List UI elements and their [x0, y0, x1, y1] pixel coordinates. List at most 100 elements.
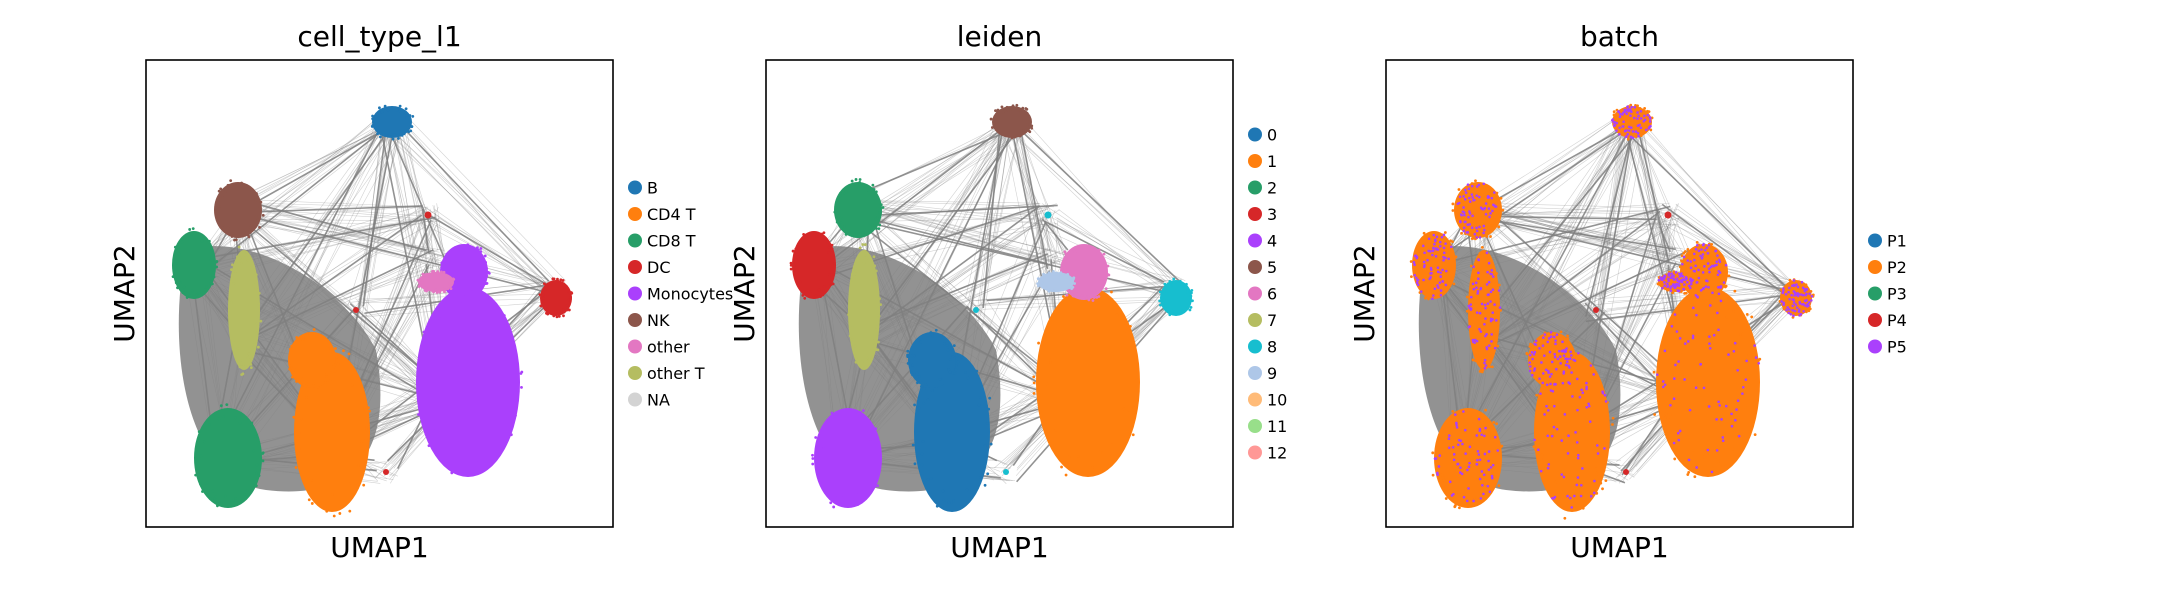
cell-point	[1467, 304, 1471, 308]
cell-point	[207, 241, 211, 244]
cell-point	[1637, 134, 1640, 138]
cell-point	[1690, 280, 1693, 283]
cell-point	[1780, 300, 1783, 303]
cell-point	[990, 126, 994, 129]
cell-point	[983, 483, 987, 487]
cell-point	[211, 489, 215, 493]
legend-label: 2	[1267, 179, 1277, 198]
cell-point	[1483, 228, 1486, 232]
cell-point	[1170, 309, 1174, 313]
cell-point	[1695, 243, 1699, 247]
cell-point	[568, 291, 572, 295]
cell-point	[1491, 348, 1495, 351]
cell-point	[443, 442, 447, 446]
cell-point	[1478, 225, 1481, 229]
cell-point	[1464, 452, 1467, 455]
connectivity-line	[1597, 124, 1625, 310]
cell-point	[1471, 282, 1475, 286]
cell-point	[1491, 288, 1495, 292]
cell-point	[1563, 384, 1567, 387]
cell-point	[1793, 309, 1797, 313]
cell-point	[1707, 267, 1711, 271]
cell-point	[1456, 202, 1460, 206]
cell-point	[453, 306, 456, 310]
cell-point	[194, 473, 198, 477]
cell-point	[1716, 457, 1720, 461]
cell-point	[478, 457, 482, 461]
cell-point	[1471, 196, 1474, 199]
cell-point	[1165, 307, 1169, 310]
cell-point	[1008, 106, 1012, 110]
cell-point	[926, 398, 930, 402]
cell-point	[1490, 476, 1494, 480]
cell-point	[1484, 408, 1487, 412]
cell-point	[1679, 290, 1683, 293]
cell-point	[1442, 246, 1446, 250]
connectivity-line	[1671, 210, 1806, 298]
cell-point	[1072, 248, 1076, 252]
cell-point	[178, 280, 181, 284]
connectivity-line	[1049, 216, 1061, 256]
legend-marker	[1868, 233, 1882, 248]
cell-point	[459, 301, 463, 305]
cell-point	[434, 288, 438, 292]
cell-point	[1686, 248, 1690, 251]
connectivity-line	[814, 133, 1023, 266]
cell-point	[1467, 465, 1471, 469]
cell-point	[1490, 469, 1494, 473]
cell-point	[488, 299, 491, 303]
cell-point	[245, 488, 249, 492]
connectivity-line	[1479, 202, 1670, 217]
cell-point	[1448, 253, 1452, 257]
cell-point	[1495, 311, 1499, 314]
cell-point	[843, 191, 846, 195]
cell-point	[1780, 295, 1784, 299]
connectivity-line	[1479, 109, 1629, 205]
connectivity-line	[384, 133, 562, 297]
cell-point	[1550, 434, 1554, 438]
cell-point	[492, 449, 496, 453]
cell-point	[479, 250, 483, 254]
cell-point	[1566, 334, 1569, 338]
connectivity-line	[1601, 113, 1634, 321]
cell-point	[850, 414, 854, 417]
cell-point	[966, 376, 970, 380]
cell-point	[1566, 452, 1570, 455]
cell-point	[1488, 190, 1492, 194]
connectivity-line	[403, 133, 559, 300]
connectivity-line	[247, 199, 429, 208]
legend-label: 12	[1267, 444, 1287, 463]
cell-point	[1490, 474, 1494, 478]
connectivity-line	[850, 201, 1051, 262]
cell-point	[326, 340, 330, 344]
cell-point	[1626, 137, 1630, 141]
cell-point	[1655, 373, 1659, 376]
cell-point	[1491, 265, 1495, 269]
cell-point	[205, 285, 208, 289]
cell-point	[1549, 335, 1553, 338]
cell-point	[850, 272, 854, 276]
cell-point	[856, 503, 860, 506]
cell-point	[1473, 232, 1477, 236]
cell-point	[1485, 251, 1489, 255]
cell-point	[1481, 364, 1485, 368]
cell-point	[1674, 363, 1677, 367]
cell-point	[1675, 277, 1679, 280]
cell-point	[877, 340, 880, 344]
cell-point	[1645, 116, 1649, 120]
cell-point	[1540, 361, 1543, 364]
cell-point	[1045, 382, 1049, 386]
cell-point	[1791, 298, 1795, 301]
cell-point	[1546, 434, 1550, 438]
cell-point	[1105, 293, 1109, 297]
cell-point	[1737, 434, 1741, 438]
cell-point	[1712, 333, 1716, 337]
cell-point	[1037, 284, 1040, 288]
cell-point	[1733, 341, 1737, 345]
cell-point	[1468, 445, 1472, 449]
cell-point	[176, 286, 179, 290]
cell-point	[1484, 212, 1488, 216]
cell-point	[1719, 299, 1723, 303]
connectivity-line	[1058, 209, 1172, 296]
cell-point	[954, 368, 958, 372]
